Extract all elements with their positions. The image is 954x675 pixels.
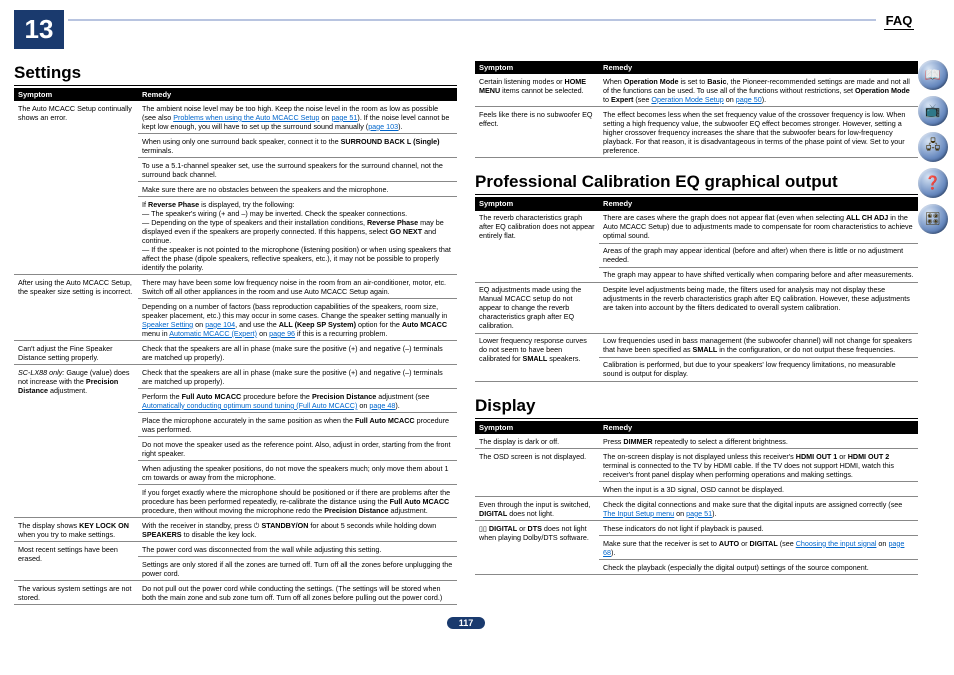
- remedy-cell: The graph may appear to have shifted ver…: [599, 267, 918, 282]
- th-symptom: Symptom: [475, 421, 599, 434]
- remedy-cell: If you forget exactly where the micropho…: [138, 485, 457, 518]
- table-row: After using the Auto MCACC Setup, the sp…: [14, 275, 457, 299]
- table-row: EQ adjustments made using the Manual MCA…: [475, 282, 918, 333]
- right-column: SymptomRemedy Certain listening modes or…: [475, 61, 918, 605]
- content-columns: Settings SymptomRemedy The Auto MCACC Se…: [14, 61, 918, 605]
- remedy-cell: Calibration is performed, but due to you…: [599, 357, 918, 381]
- tv-icon[interactable]: 📺: [918, 96, 948, 126]
- manual-icon[interactable]: 📖: [918, 60, 948, 90]
- remedy-cell: Low frequencies used in bass management …: [599, 333, 918, 357]
- table-row: The Auto MCACC Setup continually shows a…: [14, 101, 457, 134]
- remedy-cell: The effect becomes less when the set fre…: [599, 107, 918, 158]
- th-symptom: Symptom: [14, 88, 138, 101]
- table-row: ▯▯ DIGITAL or DTS does not light when pl…: [475, 521, 918, 536]
- left-column: Settings SymptomRemedy The Auto MCACC Se…: [14, 61, 457, 605]
- table-row: Feels like there is no subwoofer EQ effe…: [475, 107, 918, 158]
- table-row: The display is dark or off.Press DIMMER …: [475, 434, 918, 449]
- display-table: SymptomRemedy The display is dark or off…: [475, 421, 918, 575]
- table-row: The display shows KEY LOCK ON when you t…: [14, 518, 457, 542]
- symptom-cell: Certain listening modes or HOME MENU ite…: [475, 74, 599, 107]
- remedy-cell: Despite level adjustments being made, th…: [599, 282, 918, 333]
- remedy-cell: The ambient noise level may be too high.…: [138, 101, 457, 134]
- faq-label: FAQ: [884, 13, 918, 30]
- eq-table: SymptomRemedy The reverb characteristics…: [475, 197, 918, 381]
- help-icon[interactable]: ❓: [918, 168, 948, 198]
- th-remedy: Remedy: [599, 197, 918, 210]
- remedy-cell: Press DIMMER repeatedly to select a diff…: [599, 434, 918, 449]
- table-row: Most recent settings have been erased.Th…: [14, 542, 457, 557]
- remedy-cell: Make sure that the receiver is set to AU…: [599, 536, 918, 560]
- table-row: The reverb characteristics graph after E…: [475, 211, 918, 244]
- remedy-cell: Place the microphone accurately in the s…: [138, 413, 457, 437]
- remedy-cell: Check the digital connections and make s…: [599, 497, 918, 521]
- remedy-cell: When Operation Mode is set to Basic, the…: [599, 74, 918, 107]
- remedy-cell: There may have been some low frequency n…: [138, 275, 457, 299]
- symptom-cell: EQ adjustments made using the Manual MCA…: [475, 282, 599, 333]
- table-row: Lower frequency response curves do not s…: [475, 333, 918, 357]
- symptom-cell: SC-LX88 only: Gauge (value) does not inc…: [14, 365, 138, 518]
- table-row: Can't adjust the Fine Speaker Distance s…: [14, 341, 457, 365]
- symptom-cell: Feels like there is no subwoofer EQ effe…: [475, 107, 599, 158]
- th-symptom: Symptom: [475, 61, 599, 74]
- table-row: SC-LX88 only: Gauge (value) does not inc…: [14, 365, 457, 389]
- faq-cont-table: SymptomRemedy Certain listening modes or…: [475, 61, 918, 158]
- th-symptom: Symptom: [475, 197, 599, 210]
- th-remedy: Remedy: [138, 88, 457, 101]
- sidebar: 📖 📺 🖧 ❓ 🎛: [918, 60, 950, 234]
- page: 13 FAQ Settings SymptomRemedy The Auto M…: [14, 0, 918, 631]
- remedy-cell: There are cases where the graph does not…: [599, 211, 918, 244]
- remedy-cell: Make sure there are no obstacles between…: [138, 182, 457, 197]
- remedy-cell: Areas of the graph may appear identical …: [599, 243, 918, 267]
- network-icon[interactable]: 🖧: [918, 132, 948, 162]
- symptom-cell: Most recent settings have been erased.: [14, 542, 138, 581]
- page-header: 13 FAQ: [14, 10, 918, 49]
- remedy-cell: When adjusting the speaker positions, do…: [138, 461, 457, 485]
- symptom-cell: The various system settings are not stor…: [14, 581, 138, 605]
- table-row: Certain listening modes or HOME MENU ite…: [475, 74, 918, 107]
- remedy-cell: Depending on a number of factors (bass r…: [138, 299, 457, 341]
- remedy-cell: Check that the speakers are all in phase…: [138, 341, 457, 365]
- section-title-display: Display: [475, 396, 918, 419]
- symptom-cell: Lower frequency response curves do not s…: [475, 333, 599, 381]
- page-number: 117: [14, 613, 918, 631]
- symptom-cell: The reverb characteristics graph after E…: [475, 211, 599, 283]
- chapter-number: 13: [14, 10, 64, 49]
- symptom-cell: The display shows KEY LOCK ON when you t…: [14, 518, 138, 542]
- th-remedy: Remedy: [599, 421, 918, 434]
- symptom-cell: The display is dark or off.: [475, 434, 599, 449]
- symptom-cell: After using the Auto MCACC Setup, the sp…: [14, 275, 138, 341]
- remedy-cell: These indicators do not light if playbac…: [599, 521, 918, 536]
- table-row: Even through the input is switched, DIGI…: [475, 497, 918, 521]
- symptom-cell: The OSD screen is not displayed.: [475, 449, 599, 497]
- header-rule: [68, 19, 876, 21]
- remedy-cell: Check the playback (especially the digit…: [599, 560, 918, 575]
- table-row: The OSD screen is not displayed.The on-s…: [475, 449, 918, 482]
- symptom-cell: Even through the input is switched, DIGI…: [475, 497, 599, 521]
- remedy-cell: Check that the speakers are all in phase…: [138, 365, 457, 389]
- remedy-cell: When using only one surround back speake…: [138, 134, 457, 158]
- symptom-cell: Can't adjust the Fine Speaker Distance s…: [14, 341, 138, 365]
- settings-table: SymptomRemedy The Auto MCACC Setup conti…: [14, 88, 457, 605]
- remedy-cell: When the input is a 3D signal, OSD canno…: [599, 482, 918, 497]
- remedy-cell: Settings are only stored if all the zone…: [138, 557, 457, 581]
- remedy-cell: Do not move the speaker used as the refe…: [138, 437, 457, 461]
- remedy-cell: To use a 5.1-channel speaker set, use th…: [138, 158, 457, 182]
- symptom-cell: The Auto MCACC Setup continually shows a…: [14, 101, 138, 275]
- section-title-eq: Professional Calibration EQ graphical ou…: [475, 172, 918, 195]
- symptom-cell: ▯▯ DIGITAL or DTS does not light when pl…: [475, 521, 599, 575]
- remedy-cell: With the receiver in standby, press ⏻ ST…: [138, 518, 457, 542]
- remedy-cell: The power cord was disconnected from the…: [138, 542, 457, 557]
- section-title-settings: Settings: [14, 63, 457, 86]
- remedy-cell: Do not pull out the power cord while con…: [138, 581, 457, 605]
- remedy-cell: The on-screen display is not displayed u…: [599, 449, 918, 482]
- table-row: The various system settings are not stor…: [14, 581, 457, 605]
- remedy-cell: If Reverse Phase is displayed, try the f…: [138, 197, 457, 275]
- remedy-cell: Perform the Full Auto MCACC procedure be…: [138, 389, 457, 413]
- th-remedy: Remedy: [599, 61, 918, 74]
- settings-icon[interactable]: 🎛: [918, 204, 948, 234]
